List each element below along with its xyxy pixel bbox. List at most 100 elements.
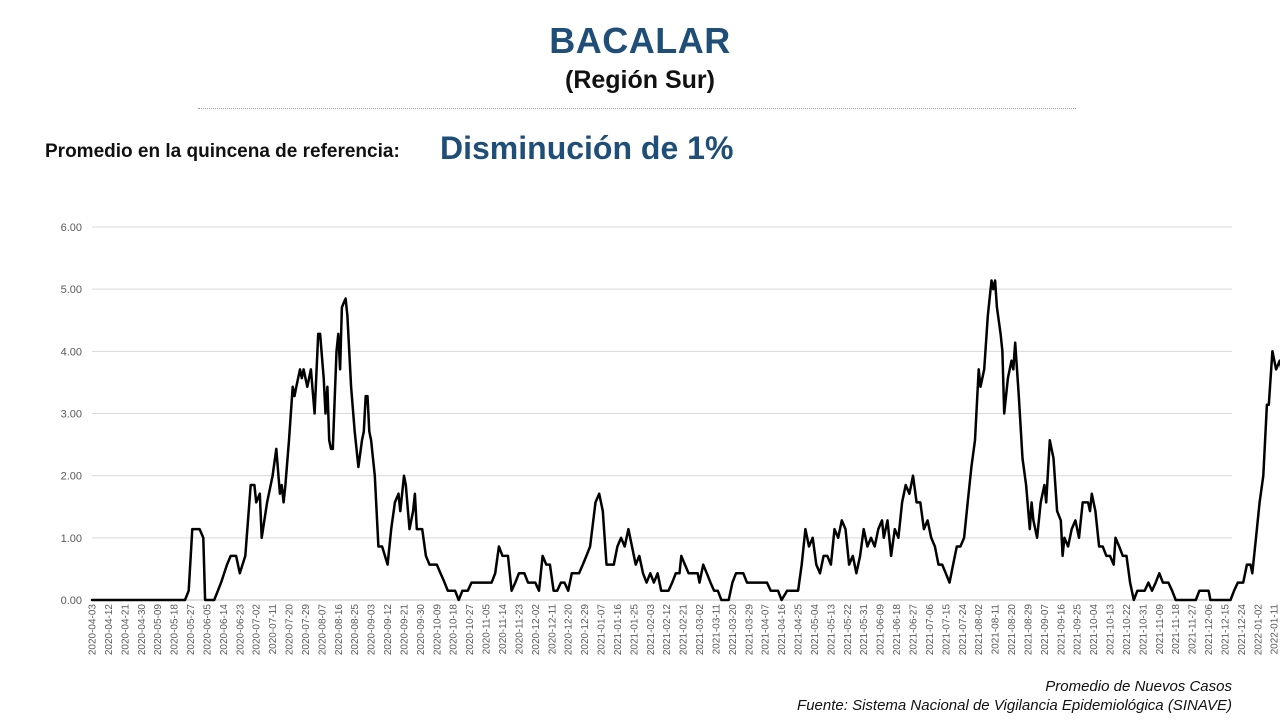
data-point (1039, 501, 1042, 504)
data-point (833, 528, 836, 530)
data-point (620, 537, 622, 539)
x-tick-label: 2020-07-11 (268, 604, 279, 655)
x-tick-label: 2021-09-25 (1073, 604, 1084, 656)
x-tick-label: 2020-09-03 (367, 604, 378, 656)
data-point (1014, 341, 1016, 344)
data-point (877, 528, 880, 530)
data-point (339, 368, 341, 371)
data-points (91, 279, 1280, 601)
data-point (353, 430, 356, 433)
data-point (350, 386, 352, 388)
data-point (966, 501, 969, 504)
data-point (1251, 572, 1254, 575)
x-tick-label: 2021-04-07 (761, 604, 772, 656)
x-tick-label: 2021-02-03 (646, 604, 657, 656)
x-tick-label: 2020-08-25 (350, 604, 361, 656)
data-point (507, 555, 509, 557)
data-point (786, 589, 788, 592)
data-point (1074, 519, 1077, 522)
x-tick-label: 2020-12-11 (547, 604, 558, 655)
data-point (1091, 492, 1093, 495)
data-point (671, 581, 673, 584)
data-point (253, 484, 256, 486)
data-point (541, 555, 544, 557)
data-point (301, 377, 303, 379)
header-divider (198, 108, 1076, 109)
data-point (293, 395, 296, 397)
data-point (1101, 545, 1104, 548)
x-tick-label: 2021-10-04 (1089, 604, 1100, 656)
y-tick-label: 2.00 (61, 471, 82, 483)
data-point (866, 545, 869, 548)
data-point (198, 528, 201, 530)
data-point (328, 439, 331, 442)
data-point (567, 589, 569, 592)
data-point (563, 581, 566, 584)
x-tick-label: 2021-09-16 (1056, 604, 1067, 656)
data-point (439, 572, 442, 575)
data-point (235, 555, 237, 557)
data-point (1258, 501, 1261, 504)
data-point (510, 589, 513, 592)
data-point (1043, 484, 1046, 486)
data-point (992, 288, 995, 291)
x-tick-label: 2021-03-02 (695, 604, 706, 656)
x-tick-label: 2021-08-20 (1007, 604, 1018, 656)
data-point (977, 368, 980, 371)
data-point (855, 572, 858, 575)
data-point (687, 572, 690, 575)
data-point (777, 589, 779, 592)
data-point (963, 537, 965, 539)
data-point (534, 581, 537, 584)
data-point (1105, 555, 1108, 557)
data-point (1151, 589, 1153, 592)
data-point (720, 599, 723, 601)
x-tick-label: 2021-12-15 (1220, 604, 1231, 656)
data-point (560, 581, 562, 584)
data-point (1266, 404, 1268, 406)
x-tick-label: 2020-10-09 (432, 604, 443, 656)
data-point (616, 545, 619, 548)
data-point (299, 368, 301, 371)
data-point (585, 555, 588, 557)
data-point (999, 333, 1002, 335)
data-point (811, 537, 814, 539)
data-point (217, 589, 219, 592)
data-point (959, 545, 962, 548)
y-tick-label: 1.00 (61, 533, 82, 545)
x-tick-label: 2021-09-07 (1040, 604, 1051, 656)
data-point (815, 563, 818, 566)
data-point (1003, 412, 1005, 415)
data-point (706, 572, 708, 575)
data-point (381, 545, 383, 548)
data-point (602, 510, 604, 512)
data-point (1036, 537, 1038, 539)
data-point (377, 545, 380, 548)
data-point (1158, 572, 1161, 575)
x-tick-label: 2021-11-09 (1155, 604, 1166, 655)
data-point (956, 545, 958, 548)
x-axis-ticks: 2020-04-03 2020-04-12 2020-04-21 2020-04-30… (88, 604, 1280, 656)
data-point (414, 492, 416, 495)
data-point (229, 555, 232, 557)
data-point (974, 439, 976, 442)
data-point (416, 528, 418, 530)
x-tick-label: 2020-06-23 (235, 604, 246, 656)
data-point (983, 368, 985, 371)
data-point (627, 528, 630, 530)
data-point (397, 492, 400, 495)
data-point (467, 589, 469, 592)
data-point (952, 563, 954, 566)
series-label: Promedio de Nuevos Casos (1045, 678, 1232, 695)
data-point (527, 581, 529, 584)
data-point (656, 572, 659, 575)
data-point (443, 580, 445, 583)
data-point (386, 563, 389, 566)
y-tick-label: 6.00 (61, 222, 82, 234)
data-point (945, 572, 947, 575)
data-point (335, 350, 338, 353)
data-point (310, 368, 312, 371)
data-point (1249, 563, 1252, 566)
data-point (859, 555, 861, 557)
